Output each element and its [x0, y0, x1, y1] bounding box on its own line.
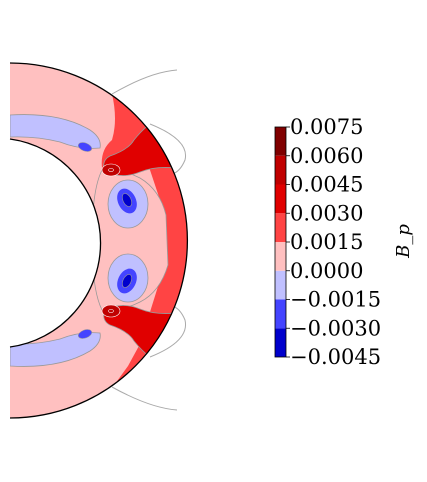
colorbar-band: [275, 213, 286, 242]
band-maroon-lower: [101, 304, 121, 318]
colorbar-tick-label: 0.0060: [290, 144, 363, 168]
colorbar-tick-label: 0.0045: [290, 173, 363, 197]
field-line-top-outer: [111, 69, 178, 95]
band-deepblue-upper-mid: [122, 193, 132, 207]
external-field-lines: [111, 69, 187, 411]
inner-sphere-boundary: [9, 138, 102, 348]
band-red-equatorial: [110, 63, 188, 418]
band-lightblue-lower: [10, 332, 101, 367]
colorbar-band: [275, 242, 286, 271]
colorbar-ticks: 0.0075 0.0060 0.0045 0.0030 0.0015 0.0000 −0.0…: [286, 115, 381, 369]
colorbar: [274, 126, 287, 358]
band-core-lower: [108, 309, 114, 313]
band-blue-upper-spot: [78, 142, 92, 152]
colorbar-tick-label: 0.0075: [290, 115, 363, 139]
outer-sphere-boundary: [9, 62, 189, 419]
colorbar-tick-label: −0.0030: [290, 316, 381, 340]
colorbar-tick-label: −0.0015: [290, 288, 381, 312]
band-deepblue-lower-mid: [122, 274, 132, 288]
colorbar-band: [275, 299, 286, 329]
colorbar-tick-label: 0.0015: [290, 230, 363, 254]
colorbar-band: [275, 270, 286, 300]
band-lightblue-upper: [10, 114, 101, 149]
colorbar-tick-label: −0.0045: [290, 345, 381, 369]
colorbar-band: [275, 155, 286, 185]
colorbar-tick-label: 0.0030: [290, 201, 363, 225]
colorbar-label: B_p: [393, 224, 414, 259]
band-maroon-upper: [101, 163, 121, 177]
colorbar-band: [275, 184, 286, 214]
colorbar-tick-label: 0.0000: [290, 259, 363, 283]
colorbar-band: [275, 328, 286, 357]
colorbar-band: [275, 127, 286, 156]
shell-contour-fill: [10, 63, 188, 418]
field-line-bottom-loop: [149, 305, 187, 358]
band-blue-lower-spot: [78, 329, 92, 339]
field-line-bottom-outer: [111, 386, 178, 411]
field-line-top-loop: [149, 123, 187, 175]
band-core-upper: [108, 168, 114, 172]
